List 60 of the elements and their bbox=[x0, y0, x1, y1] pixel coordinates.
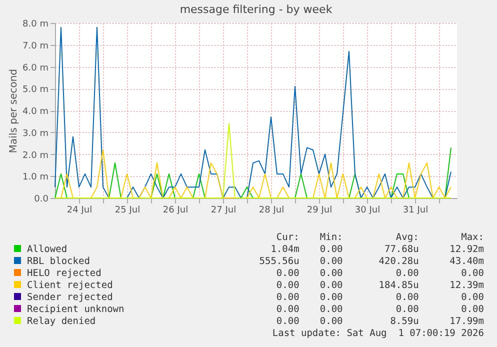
x-tick-label: 26 Jul bbox=[162, 206, 188, 216]
x-tick-label: 31 Jul bbox=[402, 206, 428, 216]
text: 0.00 bbox=[460, 304, 484, 316]
text: 0.00 bbox=[318, 292, 343, 304]
text: 12.39m bbox=[448, 280, 484, 292]
text: 0.00 bbox=[394, 292, 419, 304]
x-tick-label: 28 Jul bbox=[258, 206, 284, 216]
text: 12.92m bbox=[448, 244, 484, 256]
text: 0.00 bbox=[394, 268, 419, 280]
text: 0.00 bbox=[460, 292, 484, 304]
text: 1.04m bbox=[270, 244, 300, 256]
text: Last update: Sat Aug 1 07:00:19 2026 bbox=[271, 328, 484, 340]
x-tick-label: 25 Jul bbox=[114, 206, 140, 216]
text: 0.00 bbox=[275, 268, 300, 280]
text: Min: bbox=[318, 232, 343, 244]
y-tick-label: 4.0 m bbox=[22, 107, 48, 117]
x-tick-label: 29 Jul bbox=[306, 206, 332, 216]
text: 0.00 bbox=[275, 280, 300, 292]
legend-label: Client rejected bbox=[26, 280, 114, 292]
x-tick-label: 30 Jul bbox=[354, 206, 380, 216]
legend-label: Recipient unknown bbox=[26, 304, 126, 316]
legend-label: Sender rejected bbox=[26, 292, 114, 304]
text: 0.00 bbox=[394, 304, 419, 316]
text: 0.00 bbox=[275, 292, 300, 304]
text: 17.99m bbox=[448, 316, 484, 328]
text: 0.00 bbox=[460, 268, 484, 280]
text: Avg: bbox=[394, 232, 419, 244]
text: Max: bbox=[460, 232, 484, 244]
text: 0.00 bbox=[318, 304, 343, 316]
y-tick-label: 5.0 m bbox=[22, 85, 48, 96]
text: 420.28u bbox=[378, 256, 419, 268]
x-tick-label: 24 Jul bbox=[66, 206, 92, 216]
legend-label: Relay denied bbox=[26, 316, 97, 328]
text: 43.40m bbox=[448, 256, 484, 268]
line-series bbox=[54, 26, 452, 198]
text: 77.68u bbox=[383, 244, 419, 256]
y-tick-label: 2.0 m bbox=[22, 150, 48, 161]
y-tick-label: 7.0 m bbox=[22, 41, 48, 52]
text: 0.00 bbox=[318, 280, 343, 292]
text: 0.00 bbox=[318, 244, 343, 256]
legend-label: HELO rejected bbox=[26, 268, 102, 280]
legend-label: RBL blocked bbox=[26, 256, 91, 268]
text: 0.00 bbox=[318, 316, 343, 328]
text: 555.56u bbox=[258, 256, 300, 268]
text: 0.00 bbox=[275, 304, 300, 316]
text: 0.00 bbox=[318, 256, 343, 268]
x-tick-label: 27 Jul bbox=[210, 206, 236, 216]
chart-title: message filtering - by week bbox=[180, 3, 333, 16]
y-axis-title: Mails per second bbox=[8, 68, 20, 154]
text: 8.59u bbox=[389, 316, 419, 328]
y-tick-label: 6.0 m bbox=[22, 63, 48, 74]
legend-label: Allowed bbox=[26, 244, 68, 256]
y-tick-label: 0.0 bbox=[34, 194, 49, 204]
y-tick-label: 8.0 m bbox=[22, 20, 48, 30]
text: 0.00 bbox=[318, 268, 343, 280]
y-tick-label: 3.0 m bbox=[22, 128, 48, 139]
y-tick-label: 1.0 m bbox=[22, 172, 48, 183]
text: 184.85u bbox=[378, 280, 419, 292]
text: Cur: bbox=[275, 232, 300, 244]
text: 0.00 bbox=[275, 316, 300, 328]
